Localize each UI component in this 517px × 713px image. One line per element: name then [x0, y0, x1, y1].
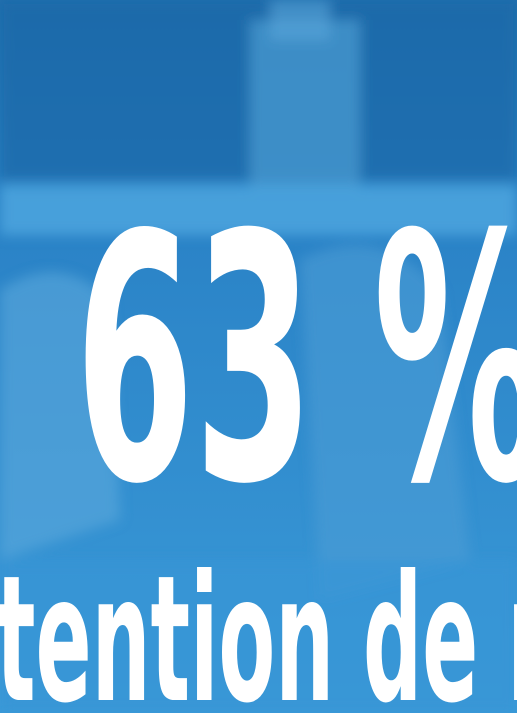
page: {"headline": {"figure": "63 %", "caption… [0, 0, 517, 713]
headline-figure: 63 % [75, 163, 517, 559]
headline-caption: tention de n [0, 539, 517, 713]
infographic: 63 % tention de n [0, 0, 517, 713]
